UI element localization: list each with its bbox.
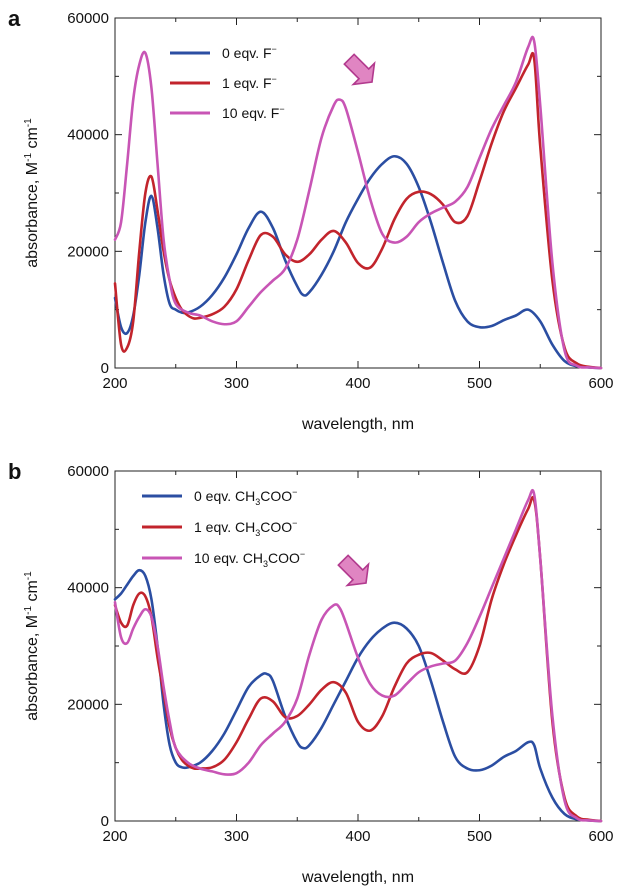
y-tick-label: 60000 — [67, 463, 109, 480]
x-tick-label: 600 — [588, 375, 613, 392]
series-group-a — [113, 35, 603, 370]
x-tick-label: 200 — [102, 828, 127, 845]
ticks-a: 200 300 400 500 600 0 20000 40000 60000 — [67, 10, 613, 392]
x-tick-label: 300 — [224, 828, 249, 845]
legend-label-a0: 0 eqv. F− — [222, 44, 277, 61]
series-line-a2 — [113, 35, 603, 370]
series-line-a1 — [113, 52, 603, 370]
x-tick-label: 500 — [467, 375, 492, 392]
y-tick-label: 40000 — [67, 580, 109, 597]
x-tick-label: 400 — [345, 375, 370, 392]
series-line-a0 — [113, 154, 603, 370]
y-axis-label-a: absorbance, M-1 cm-1 — [23, 118, 41, 268]
y-tick-label: 20000 — [67, 243, 109, 260]
legend-label-b2: 10 eqv. CH3COO− — [194, 549, 305, 569]
ticks-b: 200 300 400 500 600 0 20000 40000 60000 — [67, 463, 613, 845]
chart-panel-b: b 200 300 400 500 600 0 20000 40000 60000 0 eqv.… — [8, 459, 614, 886]
x-tick-label: 500 — [467, 828, 492, 845]
arrow-annotation-a — [343, 53, 376, 86]
x-tick-label: 600 — [588, 828, 613, 845]
panel-a-label: a — [8, 6, 21, 31]
series-line-b0 — [113, 568, 603, 823]
legend-label-b0: 0 eqv. CH3COO− — [194, 487, 297, 507]
chart-panel-a: a 200 300 400 500 600 0 20000 40000 60000 0 eqv.… — [8, 6, 614, 433]
series-group-b — [113, 489, 603, 823]
y-tick-label: 0 — [101, 360, 109, 377]
x-axis-label-a: wavelength, nm — [301, 416, 414, 433]
y-tick-label: 60000 — [67, 10, 109, 27]
legend-a: 0 eqv. F− 1 eqv. F− 10 eqv. F− — [170, 44, 285, 121]
legend-label-b1: 1 eqv. CH3COO− — [194, 518, 297, 538]
y-tick-label: 20000 — [67, 696, 109, 713]
y-tick-label: 40000 — [67, 127, 109, 144]
x-tick-label: 200 — [102, 375, 127, 392]
series-line-b2 — [113, 489, 603, 823]
legend-label-a2: 10 eqv. F− — [222, 104, 285, 121]
panel-b-label: b — [8, 459, 21, 484]
x-tick-label: 400 — [345, 828, 370, 845]
arrow-annotation-b — [337, 554, 370, 587]
x-tick-label: 300 — [224, 375, 249, 392]
legend-label-a1: 1 eqv. F− — [222, 74, 277, 91]
legend-b: 0 eqv. CH3COO− 1 eqv. CH3COO− 10 eqv. CH… — [142, 487, 305, 569]
x-axis-label-b: wavelength, nm — [301, 869, 414, 886]
y-axis-label-b: absorbance, M-1 cm-1 — [23, 571, 41, 721]
y-tick-label: 0 — [101, 813, 109, 830]
